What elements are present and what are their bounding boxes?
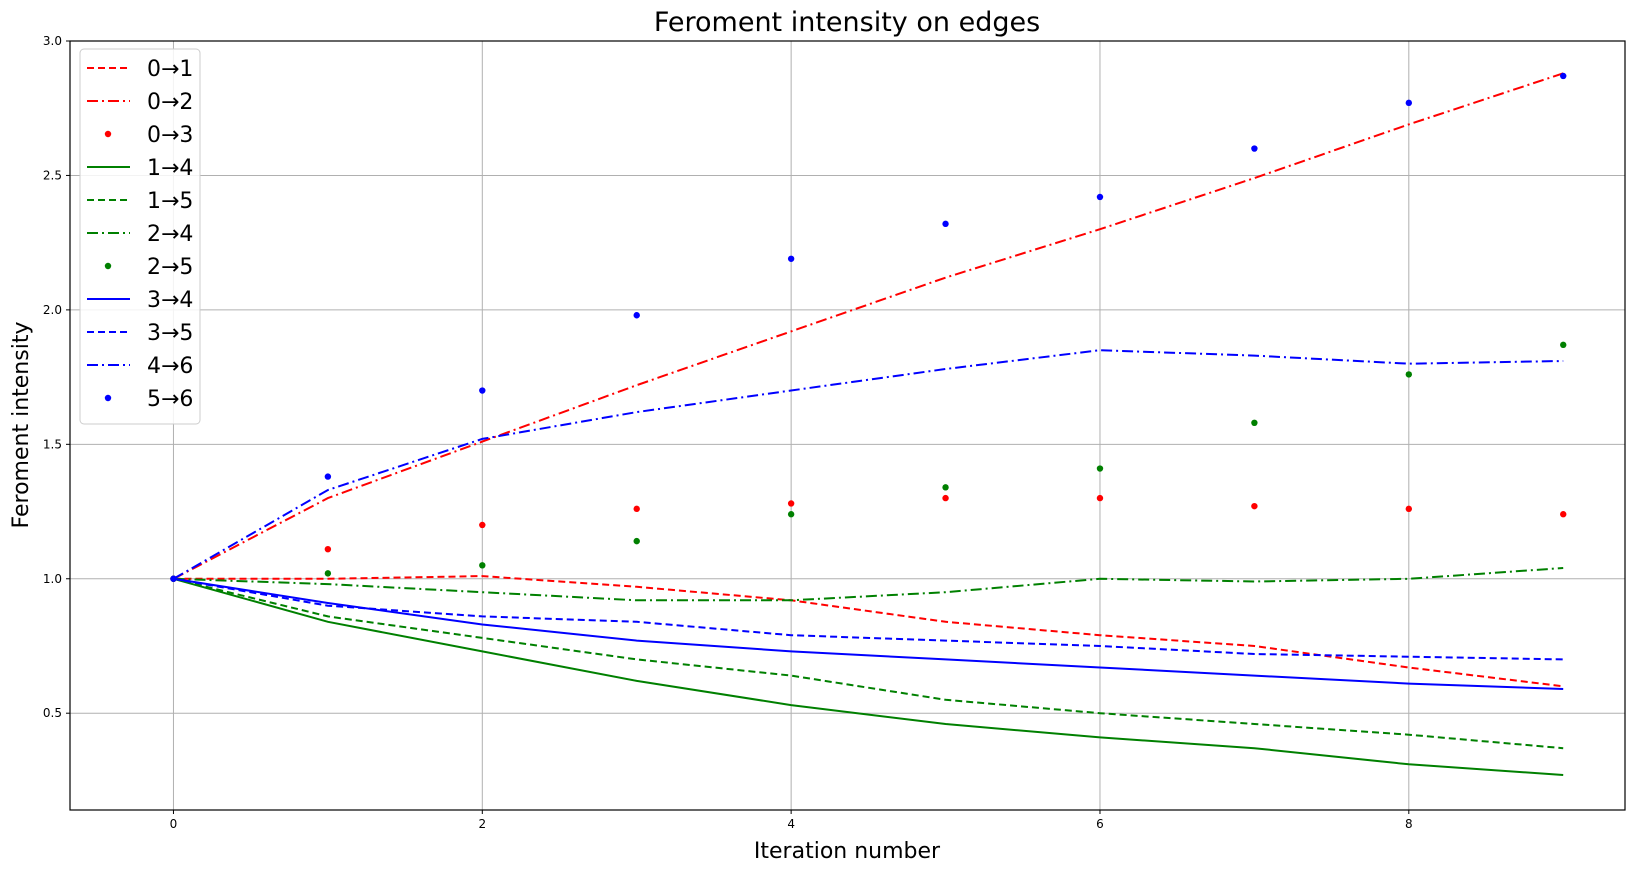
legend-label: 5→6 bbox=[147, 387, 193, 412]
series-layer bbox=[170, 72, 1567, 776]
ticks: 0 2 4 6 8 0.5 1.0 1.5 2.0 2.5 3.0 bbox=[43, 34, 1413, 831]
data-point bbox=[324, 473, 332, 480]
x-tick-label: 0 bbox=[170, 817, 178, 831]
data-point bbox=[479, 387, 486, 394]
data-point bbox=[1251, 145, 1258, 152]
series-8 bbox=[173, 577, 1564, 661]
data-point bbox=[633, 505, 640, 513]
data-point bbox=[1251, 419, 1258, 427]
y-tick-label: 2.5 bbox=[43, 168, 62, 182]
data-point bbox=[942, 494, 949, 502]
data-point bbox=[1560, 341, 1567, 349]
data-point bbox=[324, 545, 332, 553]
y-axis-label: Feroment intensity bbox=[9, 322, 34, 529]
series-line bbox=[173, 577, 1564, 776]
legend-label: 3→4 bbox=[147, 288, 193, 313]
legend-label: 4→6 bbox=[147, 354, 193, 379]
x-tick-label: 8 bbox=[1405, 817, 1413, 831]
legend-label: 2→5 bbox=[147, 255, 193, 280]
series-1 bbox=[173, 72, 1564, 580]
series-6 bbox=[170, 341, 1567, 582]
data-point bbox=[1405, 99, 1413, 107]
series-line bbox=[173, 575, 1564, 688]
series-3 bbox=[173, 577, 1564, 776]
data-point bbox=[1251, 502, 1258, 510]
y-tick-label: 3.0 bbox=[43, 34, 62, 48]
y-tick-label: 2.0 bbox=[43, 303, 62, 317]
legend-label: 0→2 bbox=[147, 90, 193, 115]
y-tick-label: 1.5 bbox=[43, 437, 62, 451]
legend-box bbox=[79, 48, 201, 425]
data-point bbox=[787, 255, 795, 262]
series-line bbox=[173, 349, 1564, 580]
series-line bbox=[173, 567, 1564, 602]
x-tick-label: 2 bbox=[478, 817, 486, 831]
series-line bbox=[173, 577, 1564, 750]
data-point bbox=[324, 570, 332, 577]
legend-marker bbox=[104, 130, 112, 138]
data-point bbox=[1560, 72, 1567, 80]
legend-label: 1→5 bbox=[147, 189, 193, 214]
x-tick-label: 4 bbox=[787, 817, 795, 831]
data-point bbox=[479, 521, 486, 529]
data-point bbox=[942, 484, 949, 491]
data-point bbox=[1096, 193, 1104, 201]
data-point bbox=[1405, 371, 1413, 378]
data-point bbox=[633, 312, 640, 319]
series-9 bbox=[173, 349, 1564, 580]
data-point bbox=[787, 500, 795, 507]
series-0 bbox=[173, 575, 1564, 688]
series-10 bbox=[170, 72, 1567, 582]
series-4 bbox=[173, 577, 1564, 750]
data-point bbox=[787, 511, 795, 518]
legend: 0→1 0→2 0→3 1→4 1→5 2→4 2→5 3→4 3→5 4→6 5→6 bbox=[79, 48, 201, 425]
series-7 bbox=[173, 577, 1564, 690]
series-line bbox=[173, 72, 1564, 580]
y-tick-label: 1.0 bbox=[43, 572, 62, 586]
data-point bbox=[1560, 511, 1567, 518]
data-point bbox=[1096, 465, 1104, 472]
series-5 bbox=[173, 567, 1564, 602]
legend-label: 1→4 bbox=[147, 156, 193, 181]
legend-marker bbox=[104, 262, 112, 270]
data-point bbox=[942, 220, 949, 228]
plot-frame bbox=[69, 40, 1626, 811]
legend-label: 2→4 bbox=[147, 222, 193, 247]
x-axis-label: Iteration number bbox=[754, 839, 941, 864]
series-line bbox=[173, 577, 1564, 690]
y-tick-label: 0.5 bbox=[43, 706, 62, 720]
data-point bbox=[633, 537, 640, 545]
legend-label: 0→3 bbox=[147, 123, 193, 148]
legend-label: 3→5 bbox=[147, 321, 193, 346]
series-line bbox=[173, 577, 1564, 661]
legend-label: 0→1 bbox=[147, 57, 193, 82]
data-point bbox=[479, 562, 486, 569]
legend-marker bbox=[104, 394, 112, 402]
chart-title: Feroment intensity on edges bbox=[654, 7, 1040, 38]
data-point bbox=[1405, 505, 1413, 513]
x-tick-label: 6 bbox=[1096, 817, 1104, 831]
data-point bbox=[170, 575, 177, 582]
data-point bbox=[1096, 494, 1104, 502]
